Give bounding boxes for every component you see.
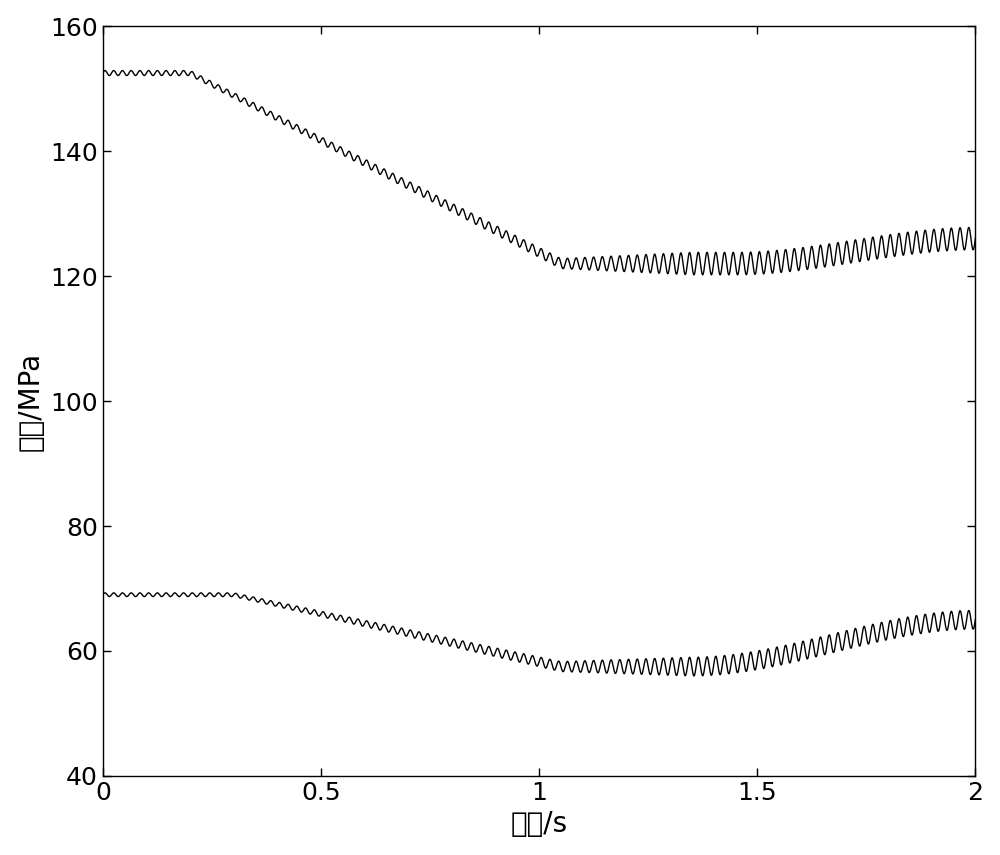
X-axis label: 时间/s: 时间/s xyxy=(511,811,568,839)
Y-axis label: 幅値/MPa: 幅値/MPa xyxy=(17,351,45,451)
